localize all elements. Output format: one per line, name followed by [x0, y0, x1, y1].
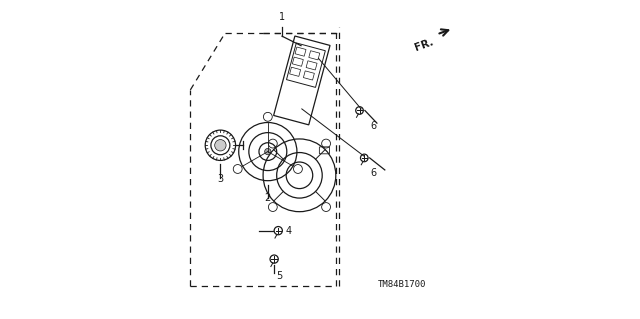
Text: FR.: FR.	[413, 37, 435, 53]
Circle shape	[265, 148, 271, 155]
Text: 6: 6	[371, 168, 377, 178]
Text: 3: 3	[218, 174, 223, 184]
Text: 6: 6	[371, 121, 377, 131]
Circle shape	[214, 140, 226, 151]
Text: 4: 4	[285, 226, 291, 236]
Text: 2: 2	[265, 193, 271, 203]
Text: TM84B1700: TM84B1700	[378, 280, 426, 289]
Text: 1: 1	[279, 12, 285, 22]
Text: 5: 5	[276, 271, 282, 281]
